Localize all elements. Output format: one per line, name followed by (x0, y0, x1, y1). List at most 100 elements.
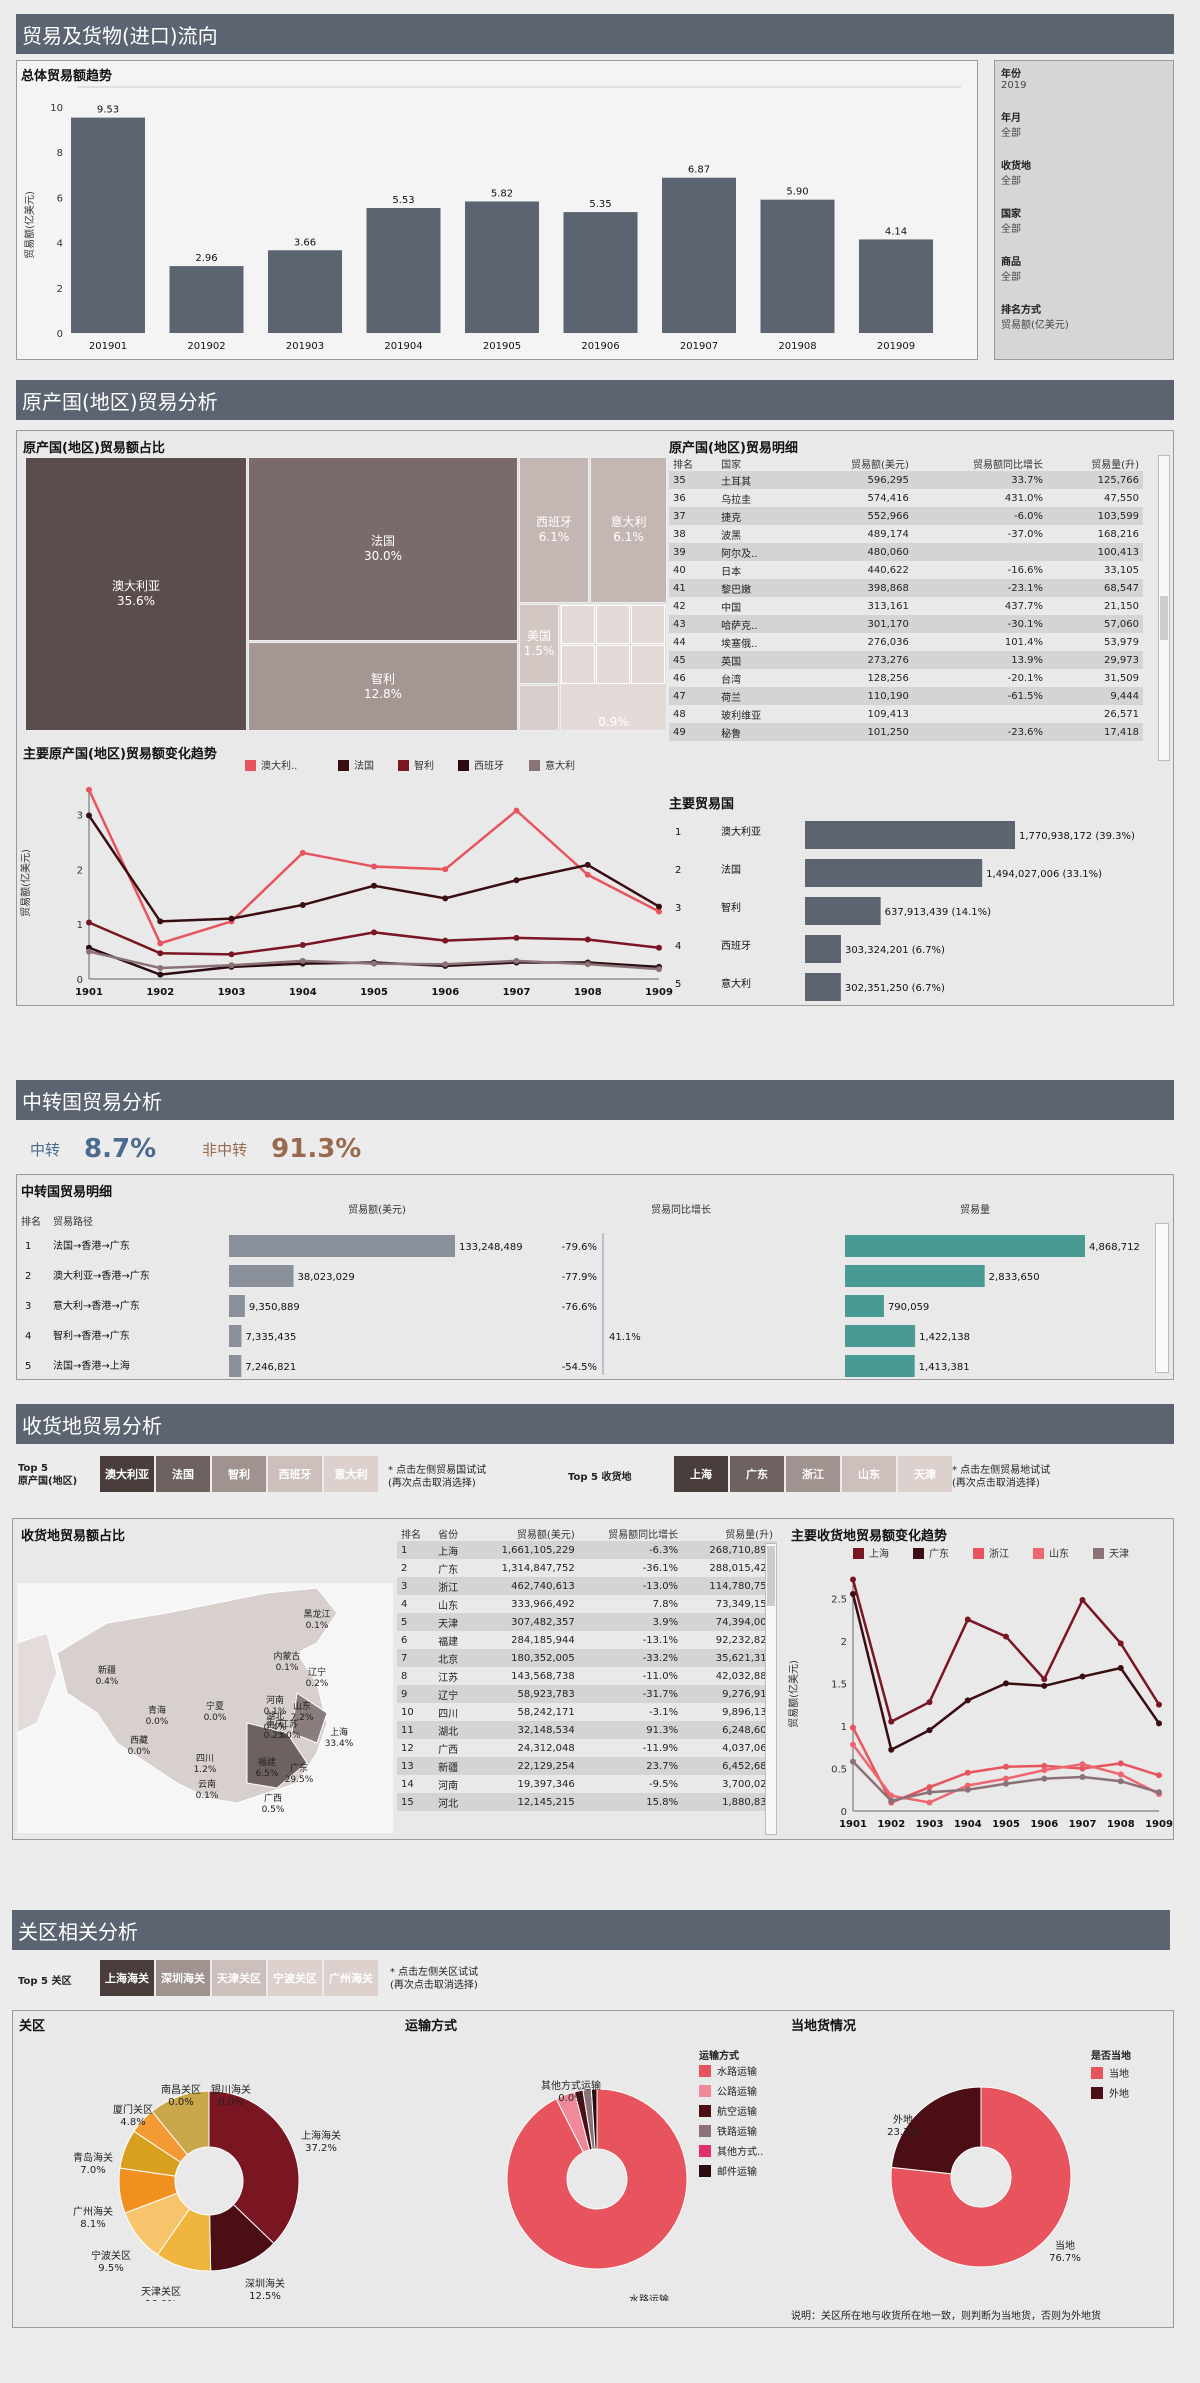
filter-button[interactable]: 天津关区 (212, 1960, 266, 1996)
filter-value[interactable]: 全部 (1001, 272, 1021, 283)
map-province-label: 上海 (330, 1726, 348, 1738)
treemap-cell[interactable]: 美国 1.5% (519, 604, 559, 684)
table-row[interactable]: 36 乌拉圭 574,416 431.0% 47,550 (669, 489, 1143, 507)
legend-label: 西班牙 (474, 760, 504, 772)
origin-detail-scrollbar[interactable] (1158, 455, 1170, 761)
legend-label: 铁路运输 (717, 2125, 757, 2138)
filter-value[interactable]: 全部 (1001, 128, 1021, 139)
table-row[interactable]: 3 浙江 462,740,613 -13.0% 114,780,756 (397, 1577, 777, 1595)
table-row[interactable]: 40 日本 440,622 -16.6% 33,105 (669, 561, 1143, 579)
table-cell: 68,547 (1046, 579, 1143, 597)
table-row[interactable]: 48 玻利维亚 109,413 26,571 (669, 705, 1143, 723)
table-row[interactable]: 12 广西 24,312,048 -11.9% 4,037,067 (397, 1739, 777, 1757)
table-row[interactable]: 7 北京 180,352,005 -33.2% 35,621,319 (397, 1649, 777, 1667)
map-province-pct: 0.4% (264, 1723, 287, 1733)
filter-button[interactable]: 深圳海关 (156, 1960, 210, 1996)
legend-label: 公路运输 (717, 2085, 757, 2098)
table-row[interactable]: 9 辽宁 58,923,783 -31.7% 9,276,918 (397, 1685, 777, 1703)
filter-button[interactable]: 西班牙 (268, 1456, 322, 1492)
data-point (86, 786, 92, 793)
filter-button[interactable]: 宁波关区 (268, 1960, 322, 1996)
table-row[interactable]: 8 江苏 143,568,738 -11.0% 42,032,883 (397, 1667, 777, 1685)
legend-swatch (1093, 1548, 1104, 1559)
table-cell: 浙江 (434, 1577, 472, 1595)
filter-value[interactable]: 2019 (1001, 80, 1027, 91)
y-tick-label: 0.5 (831, 1764, 847, 1775)
table-cell: 荷兰 (717, 687, 800, 705)
table-row[interactable]: 39 阿尔及.. 480,060 100,413 (669, 543, 1143, 561)
table-row[interactable]: 37 捷克 552,966 -6.0% 103,599 (669, 507, 1143, 525)
filter-label: 年份 (1001, 69, 1021, 80)
origin-treemap[interactable]: 澳大利亚 35.6% 法国 30.0% 智利 12.8% 西班牙 6.1% 意大利 6.1% 美国 1… (25, 457, 667, 731)
table-row[interactable]: 46 台湾 128,256 -20.1% 31,509 (669, 669, 1143, 687)
table-row[interactable]: 13 新疆 22,129,254 23.7% 6,452,688 (397, 1757, 777, 1775)
table-row[interactable]: 35 土耳其 596,295 33.7% 125,766 (669, 471, 1143, 489)
legend-label: 法国 (354, 759, 374, 772)
table-row[interactable]: 49 秘鲁 101,250 -23.6% 17,418 (669, 723, 1143, 741)
treemap-subcell (631, 605, 665, 644)
treemap-cell[interactable]: 澳大利亚 35.6% (25, 457, 247, 731)
table-row[interactable]: 14 河南 19,397,346 -9.5% 3,700,026 (397, 1775, 777, 1793)
table-row[interactable]: 38 波黑 489,174 -37.0% 168,216 (669, 525, 1143, 543)
filter-button[interactable]: 上海海关 (100, 1960, 154, 1996)
kpi-transit-label: 中转 (30, 1140, 61, 1159)
table-row[interactable]: 43 哈萨克.. 301,170 -30.1% 57,060 (669, 615, 1143, 633)
table-cell: 35 (669, 471, 718, 489)
treemap-cell[interactable]: 智利 12.8% (248, 642, 518, 731)
volume-label: 790,059 (888, 1302, 929, 1313)
y-axis-label: 贸易额(亿美元) (787, 1660, 800, 1728)
table-row[interactable]: 41 黎巴嫩 398,868 -23.1% 68,547 (669, 579, 1143, 597)
table-row[interactable]: 4 山东 333,966,492 7.8% 73,349,151 (397, 1595, 777, 1613)
bar-value-label: 637,913,439 (14.1%) (885, 907, 991, 918)
filter-value[interactable]: 全部 (1001, 224, 1021, 235)
table-cell: 41 (669, 579, 718, 597)
treemap-cell[interactable]: 意大利 6.1% (590, 457, 667, 603)
filter-value[interactable]: 贸易额(亿美元) (1001, 320, 1069, 331)
filter-label: 收货地 (1001, 161, 1031, 172)
table-cell: -31.7% (578, 1685, 683, 1703)
dest-scrollbar[interactable] (765, 1543, 777, 1835)
table-row[interactable]: 15 河北 12,145,215 15.8% 1,880,838 (397, 1793, 777, 1811)
filter-button[interactable]: 山东 (842, 1456, 896, 1492)
filter-value[interactable]: 全部 (1001, 176, 1021, 187)
table-row[interactable]: 5 天津 307,482,357 3.9% 74,394,003 (397, 1613, 777, 1631)
table-row[interactable]: 10 四川 58,242,171 -3.1% 9,896,130 (397, 1703, 777, 1721)
pie-label: 宁波关区 (91, 2249, 131, 2262)
treemap-cell-small[interactable] (519, 685, 559, 731)
filter-button[interactable]: 法国 (156, 1456, 210, 1492)
table-row[interactable]: 2 广东 1,314,847,752 -36.1% 288,015,423 (397, 1559, 777, 1577)
table-row[interactable]: 11 湖北 32,148,534 91.3% 6,248,601 (397, 1721, 777, 1739)
table-cell: 四川 (438, 1708, 459, 1720)
table-cell: 58,923,783 (471, 1685, 579, 1703)
filter-button[interactable]: 意大利 (324, 1456, 378, 1492)
transport-chart-title: 运输方式 (405, 2019, 458, 2034)
x-tick-label: 1907 (1069, 1819, 1097, 1830)
table-cell: 10 (401, 1706, 414, 1718)
data-point (964, 1769, 971, 1776)
filter-button[interactable]: 上海 (674, 1456, 728, 1492)
treemap-cell[interactable]: 西班牙 6.1% (519, 457, 589, 603)
table-row[interactable]: 45 英国 273,276 13.9% 29,973 (669, 651, 1143, 669)
filter-button[interactable]: 浙江 (786, 1456, 840, 1492)
data-point (228, 951, 235, 958)
treemap-cell[interactable]: 0.9% (560, 604, 667, 731)
x-tick-label: 1902 (877, 1819, 905, 1830)
filter-button[interactable]: 智利 (212, 1456, 266, 1492)
pie-label: 水路运输 (629, 2293, 669, 2301)
table-row[interactable]: 6 福建 284,185,944 -13.1% 92,232,828 (397, 1631, 777, 1649)
table-cell: 黎巴嫩 (717, 579, 800, 597)
table-row[interactable]: 42 中国 313,161 437.7% 21,150 (669, 597, 1143, 615)
x-tick-label: 1902 (146, 987, 174, 998)
table-row[interactable]: 44 埃塞俄.. 276,036 101.4% 53,979 (669, 633, 1143, 651)
filter-panel: 年份 2019 年月 全部 收货地 全部 国家 全部 商品 全部 排名方式 贸易额(亿美元) (994, 60, 1174, 360)
table-row[interactable]: 47 荷兰 110,190 -61.5% 9,444 (669, 687, 1143, 705)
filter-button[interactable]: 澳大利亚 (100, 1456, 154, 1492)
filter-button[interactable]: 天津 (898, 1456, 952, 1492)
filter-button[interactable]: 广州海关 (324, 1960, 378, 1996)
table-cell: 284,185,944 (511, 1634, 575, 1646)
filter-button[interactable]: 广东 (730, 1456, 784, 1492)
table-row[interactable]: 1 上海 1,661,105,229 -6.3% 268,710,894 (397, 1541, 777, 1559)
transit-scrollbar[interactable] (1155, 1223, 1169, 1373)
treemap-cell[interactable]: 法国 30.0% (248, 457, 518, 641)
